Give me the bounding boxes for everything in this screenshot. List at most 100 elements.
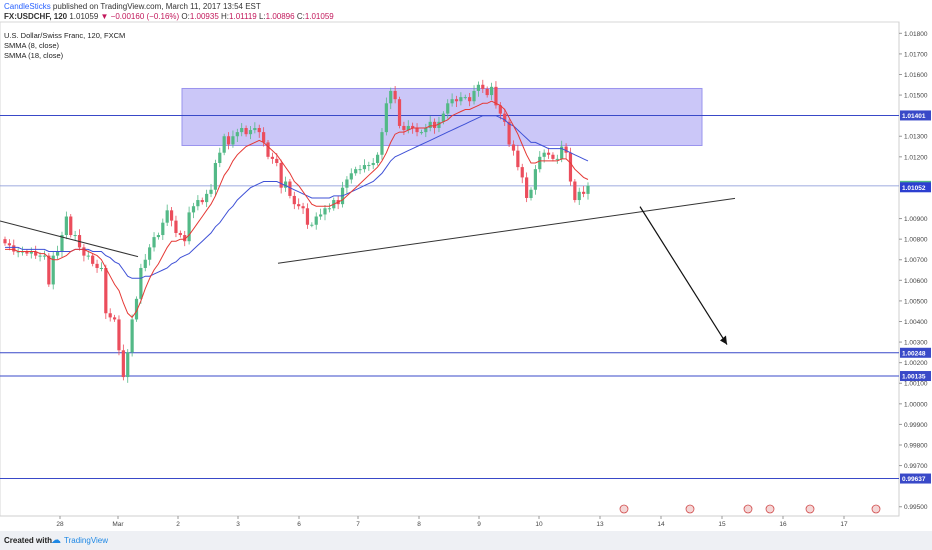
tradingview-brand[interactable]: TradingView: [64, 536, 109, 545]
candle-body: [349, 173, 353, 180]
y-tick-label: 1.00100: [904, 381, 928, 388]
x-tick-label: 14: [657, 521, 665, 528]
event-flag-icon: [619, 504, 629, 514]
candle-body: [494, 86, 498, 106]
event-flag-icon: [685, 504, 695, 514]
y-tick-label: 1.01800: [904, 31, 928, 38]
candle-body: [152, 237, 156, 248]
candle-body: [108, 313, 112, 318]
candle-body: [345, 179, 349, 188]
candle-body: [209, 189, 213, 194]
candle-body: [314, 216, 318, 225]
candle-body: [450, 99, 454, 104]
candle-body: [577, 191, 581, 201]
candle-body: [371, 162, 375, 166]
candle-body: [367, 165, 371, 167]
low-label: L:: [258, 12, 266, 21]
quote-line: FX:USDCHF, 120 1.01059 ▼ −0.00160 (−0.16…: [4, 12, 334, 21]
low-value: 1.00896: [265, 12, 295, 21]
projection-arrow: [639, 206, 728, 345]
x-tick-label: 15: [718, 521, 726, 528]
candle-body: [305, 208, 310, 225]
candle-body: [165, 210, 169, 223]
candle-body: [511, 144, 516, 151]
candle-body: [235, 132, 239, 137]
author-link[interactable]: CandleSticks: [4, 2, 51, 11]
x-tick-label: 6: [297, 521, 301, 528]
candle-body: [358, 169, 362, 171]
legend-smma-slow[interactable]: SMMA (18, close): [4, 51, 64, 60]
candle-body: [424, 128, 428, 133]
candle-body: [73, 235, 77, 237]
price-chart[interactable]: 1.01800 1.01700 1.01600 1.01500 1.01300 1.012…: [0, 0, 932, 531]
last-price: 1.01059: [69, 12, 99, 21]
candle-body: [174, 220, 178, 233]
publish-info: published on TradingView.com, March 11, …: [52, 2, 261, 11]
price-label-box: [900, 473, 931, 484]
x-tick-label: 2: [176, 521, 180, 528]
candle-body: [459, 97, 463, 102]
candle-body: [476, 84, 481, 91]
x-tick-label: 8: [417, 521, 421, 528]
candle-body: [411, 125, 415, 129]
y-tick-label: 1.00600: [904, 278, 928, 285]
candle-body: [472, 90, 476, 102]
candle-body: [525, 177, 529, 198]
y-tick-label: 0.99900: [904, 422, 928, 429]
candle-body: [402, 125, 406, 131]
down-arrow-icon: ▼: [100, 12, 109, 21]
candle-body: [117, 319, 121, 351]
candle-body: [564, 146, 568, 153]
candle-body: [489, 86, 494, 96]
candle-body: [148, 247, 152, 260]
close-value: 1.01059: [304, 12, 334, 21]
event-flag-icon: [743, 504, 753, 514]
price-label-text: 1.01052: [902, 185, 926, 192]
y-tick-label: 1.00300: [904, 340, 928, 347]
x-tick-label: 28: [56, 521, 64, 528]
high-label: H:: [221, 12, 230, 21]
candle-body: [244, 128, 248, 135]
candle-body: [91, 255, 95, 264]
candle-body: [38, 255, 42, 257]
candle-body: [582, 191, 586, 194]
candle-body: [121, 350, 125, 378]
candle-body: [463, 97, 467, 99]
candle-body: [143, 259, 147, 268]
candle-body: [130, 319, 134, 353]
candle-body: [156, 235, 161, 238]
candle-body: [354, 169, 358, 174]
candle-body: [257, 128, 261, 133]
candle-body: [253, 128, 257, 131]
y-tick-label: 0.99500: [904, 504, 928, 511]
candle-body: [134, 298, 139, 320]
candle-body: [69, 216, 73, 236]
candle-body: [415, 128, 419, 133]
event-flag-icon: [871, 504, 881, 514]
smma-8-line: [5, 100, 589, 319]
price-label-box: [900, 182, 931, 193]
candle-body: [266, 142, 270, 157]
support-trendline: [277, 197, 736, 264]
candle-body: [292, 195, 296, 205]
publish-line: CandleSticks published on TradingView.co…: [4, 2, 261, 11]
falling-trendline: [0, 220, 139, 258]
candle-body: [319, 214, 323, 217]
candle-body: [231, 136, 235, 145]
candle-body: [288, 181, 292, 196]
candle-body: [419, 132, 424, 134]
y-tick-label: 0.99800: [904, 442, 928, 449]
high-value: 1.01119: [229, 12, 257, 21]
open-value: 1.00935: [189, 12, 219, 21]
candle-body: [126, 352, 130, 378]
candle-body: [507, 121, 511, 145]
candle-body: [520, 167, 524, 178]
candle-body: [297, 204, 301, 207]
candle-body: [187, 212, 191, 242]
candle-body: [397, 99, 402, 126]
created-with-label: Created with: [4, 536, 53, 545]
y-tick-label: 1.00700: [904, 257, 928, 264]
legend-smma-fast[interactable]: SMMA (8, close): [4, 41, 60, 50]
candle-body: [301, 206, 305, 209]
x-tick-label: 10: [535, 521, 543, 528]
